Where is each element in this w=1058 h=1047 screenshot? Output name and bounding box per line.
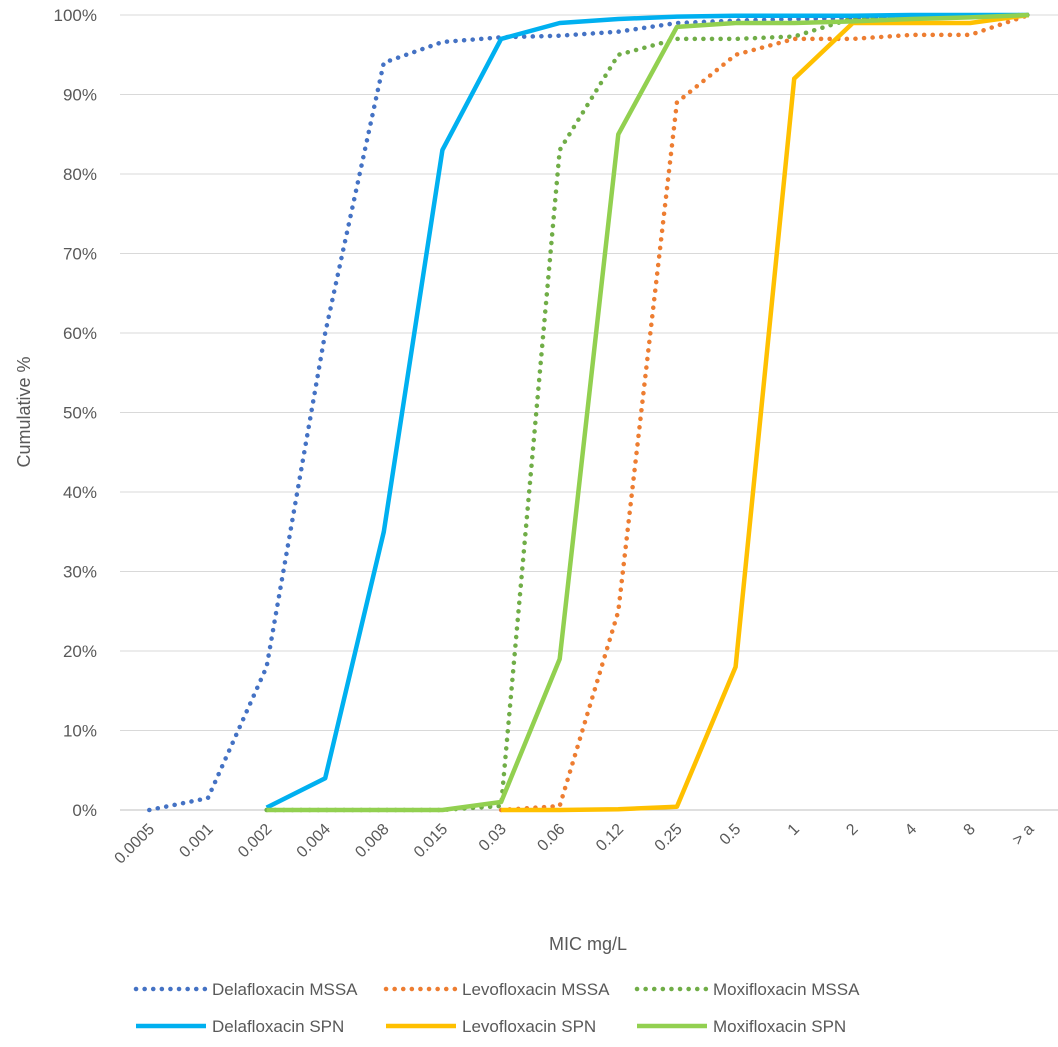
x-tick-label: > a xyxy=(1009,821,1037,849)
legend-item: Levofloxacin SPN xyxy=(386,1017,596,1036)
legend-item: Levofloxacin MSSA xyxy=(383,980,610,999)
legend-label: Moxifloxacin MSSA xyxy=(713,980,860,999)
x-tick-label: 4 xyxy=(902,821,920,839)
series-moxifloxacin-spn xyxy=(266,12,1029,813)
legend-item: Moxifloxacin SPN xyxy=(637,1017,846,1036)
series-lines xyxy=(147,12,1031,813)
series-line xyxy=(501,12,1030,813)
x-tick-label: 0.06 xyxy=(534,821,568,855)
y-tick-label: 80% xyxy=(63,165,97,184)
legend-label: Delafloxacin MSSA xyxy=(212,980,358,999)
series-levofloxacin-spn xyxy=(501,12,1030,813)
x-tick-label: 1 xyxy=(785,821,803,839)
legend: Delafloxacin MSSA Levofloxacin MSSA Moxifl… xyxy=(133,980,860,1036)
y-tick-label: 70% xyxy=(63,245,97,264)
x-tick-label: 0.5 xyxy=(717,821,745,849)
legend-label: Levofloxacin SPN xyxy=(462,1017,596,1036)
x-axis-ticks: 0.0005 0.001 0.002 0.004 0.008 0.015 0.03 0.06 0… xyxy=(112,821,1038,868)
legend-label: Moxifloxacin SPN xyxy=(713,1017,846,1036)
x-tick-label: 0.004 xyxy=(294,821,334,861)
x-tick-label: 0.002 xyxy=(235,821,275,861)
y-axis-ticks: 0% 10% 20% 30% 40% 50% 60% 70% 80% 90% 100% xyxy=(54,6,97,820)
series-line xyxy=(498,12,1031,813)
y-axis-title: Cumulative % xyxy=(14,356,34,467)
x-axis-title: MIC mg/L xyxy=(549,934,627,954)
x-tick-label: 0.25 xyxy=(652,821,686,855)
x-tick-label: 8 xyxy=(961,821,979,839)
y-tick-label: 40% xyxy=(63,483,97,502)
x-tick-label: 0.008 xyxy=(352,821,392,861)
x-tick-label: 0.001 xyxy=(176,821,216,861)
y-tick-label: 100% xyxy=(54,6,97,25)
series-levofloxacin-mssa xyxy=(498,12,1031,813)
legend-label: Delafloxacin SPN xyxy=(212,1017,344,1036)
x-tick-label: 0.0005 xyxy=(112,821,159,868)
y-tick-label: 10% xyxy=(63,722,97,741)
series-line xyxy=(266,12,1029,813)
legend-item: Moxifloxacin MSSA xyxy=(634,980,860,999)
y-tick-label: 20% xyxy=(63,642,97,661)
legend-item: Delafloxacin MSSA xyxy=(133,980,358,999)
y-tick-label: 60% xyxy=(63,324,97,343)
series-line xyxy=(265,12,1029,810)
series-delafloxacin-spn xyxy=(265,12,1029,810)
y-tick-label: 30% xyxy=(63,563,97,582)
legend-item: Delafloxacin SPN xyxy=(136,1017,344,1036)
x-tick-label: 0.12 xyxy=(593,821,627,855)
y-tick-label: 0% xyxy=(72,801,97,820)
x-tick-label: 2 xyxy=(843,821,861,839)
x-tick-label: 0.03 xyxy=(476,821,510,855)
x-tick-label: 0.015 xyxy=(411,821,451,861)
y-tick-label: 90% xyxy=(63,86,97,105)
legend-label: Levofloxacin MSSA xyxy=(462,980,610,999)
y-tick-label: 50% xyxy=(63,404,97,423)
